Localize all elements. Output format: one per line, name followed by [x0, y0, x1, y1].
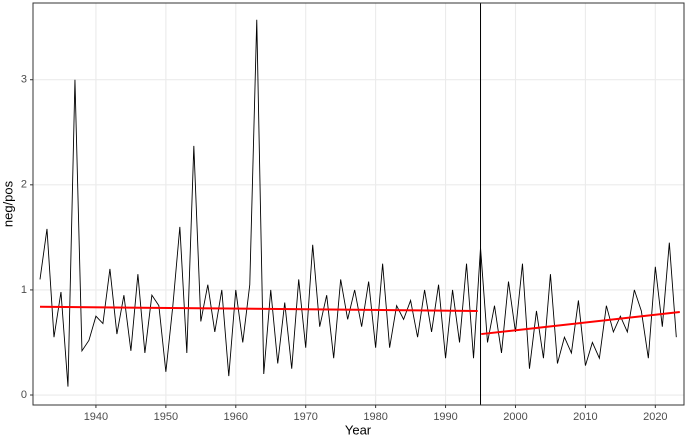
x-tick-label: 1980 [363, 411, 387, 423]
x-tick-label: 1970 [293, 411, 317, 423]
trend-line [481, 310, 680, 336]
x-tick-label: 1950 [154, 411, 178, 423]
x-tick-label: 2020 [643, 411, 667, 423]
y-axis-label: neg/pos [0, 180, 15, 227]
x-tick-label: 1940 [84, 411, 108, 423]
data-line [39, 19, 677, 387]
x-axis-label: Year [345, 422, 372, 437]
x-tick-label: 2010 [573, 411, 597, 423]
y-tick-label: 3 [21, 74, 27, 86]
plot-border [32, 2, 685, 406]
x-tick-label: 1960 [224, 411, 248, 423]
x-tick-label: 1990 [433, 411, 457, 423]
y-tick-label: 0 [21, 389, 27, 401]
plot-background [33, 3, 684, 405]
y-tick-label: 1 [21, 284, 27, 296]
trend-line [39, 305, 478, 312]
x-tick-label: 2000 [503, 411, 527, 423]
y-tick-label: 2 [21, 179, 27, 191]
